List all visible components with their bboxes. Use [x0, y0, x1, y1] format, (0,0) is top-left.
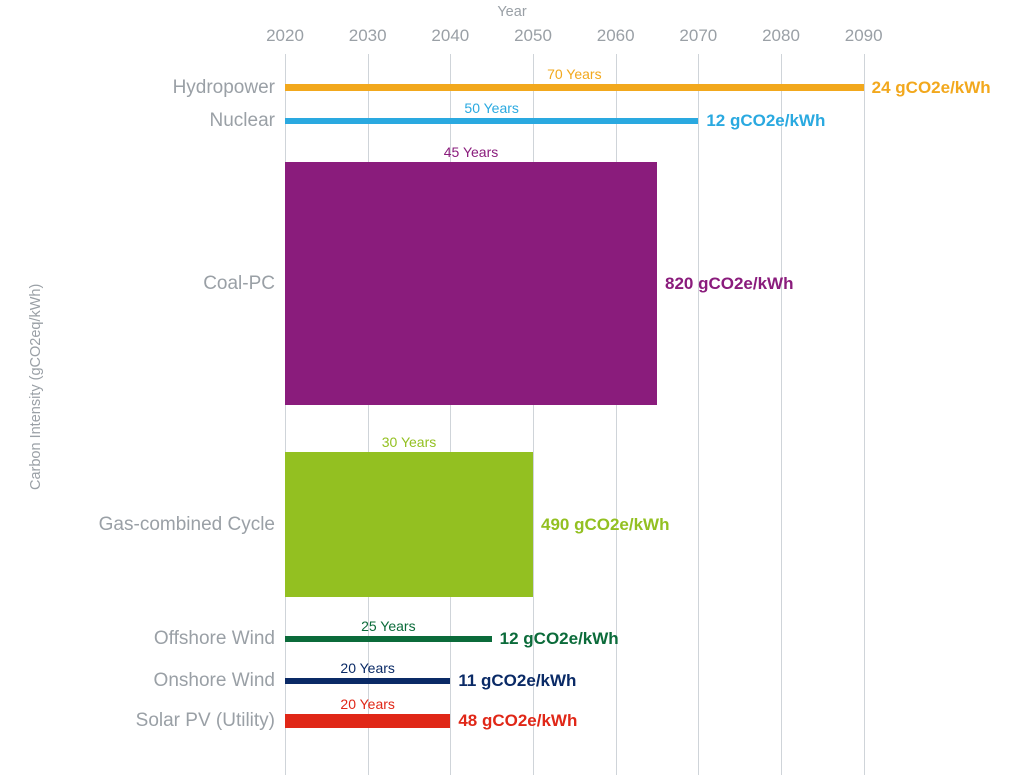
intensity-label: 490 gCO2e/kWh	[533, 515, 670, 535]
intensity-label: 48 gCO2e/kWh	[450, 711, 577, 731]
bar	[285, 118, 698, 124]
x-tick-label: 2080	[762, 26, 800, 46]
intensity-label: 11 gCO2e/kWh	[450, 671, 576, 691]
x-tick-label: 2050	[514, 26, 552, 46]
bar	[285, 452, 533, 597]
bar	[285, 84, 864, 91]
bar	[285, 678, 450, 684]
category-label: Coal-PC	[203, 273, 285, 295]
category-label: Solar PV (Utility)	[136, 710, 285, 732]
intensity-label: 12 gCO2e/kWh	[492, 629, 619, 649]
x-tick-label: 2060	[597, 26, 635, 46]
plot-area: 20202030204020502060207020802090Hydropow…	[285, 54, 905, 775]
bar	[285, 636, 492, 642]
x-tick-label: 2090	[845, 26, 883, 46]
category-label: Onshore Wind	[154, 670, 285, 692]
x-axis-title: Year	[0, 4, 1024, 20]
lifetime-label: 50 Years	[464, 100, 519, 118]
x-tick-label: 2070	[679, 26, 717, 46]
gridline	[781, 54, 782, 775]
lifetime-label: 30 Years	[382, 434, 437, 452]
gridline	[864, 54, 865, 775]
lifetime-label: 25 Years	[361, 618, 416, 636]
lifetime-label: 70 Years	[547, 66, 602, 84]
category-label: Hydropower	[173, 77, 285, 99]
x-tick-label: 2040	[431, 26, 469, 46]
intensity-label: 24 gCO2e/kWh	[864, 78, 991, 98]
category-label: Nuclear	[210, 110, 285, 132]
x-tick-label: 2030	[349, 26, 387, 46]
y-axis-title: Carbon Intensity (gCO2eq/kWh)	[28, 284, 44, 490]
bar	[285, 714, 450, 728]
lifetime-label: 45 Years	[444, 144, 499, 162]
intensity-label: 12 gCO2e/kWh	[698, 111, 825, 131]
x-tick-label: 2020	[266, 26, 304, 46]
carbon-intensity-chart: Year Carbon Intensity (gCO2eq/kWh) 20202…	[0, 0, 1024, 775]
bar	[285, 162, 657, 405]
lifetime-label: 20 Years	[340, 696, 395, 714]
gridline	[698, 54, 699, 775]
category-label: Gas-combined Cycle	[99, 514, 285, 536]
lifetime-label: 20 Years	[340, 660, 395, 678]
category-label: Offshore Wind	[154, 628, 285, 650]
intensity-label: 820 gCO2e/kWh	[657, 274, 794, 294]
